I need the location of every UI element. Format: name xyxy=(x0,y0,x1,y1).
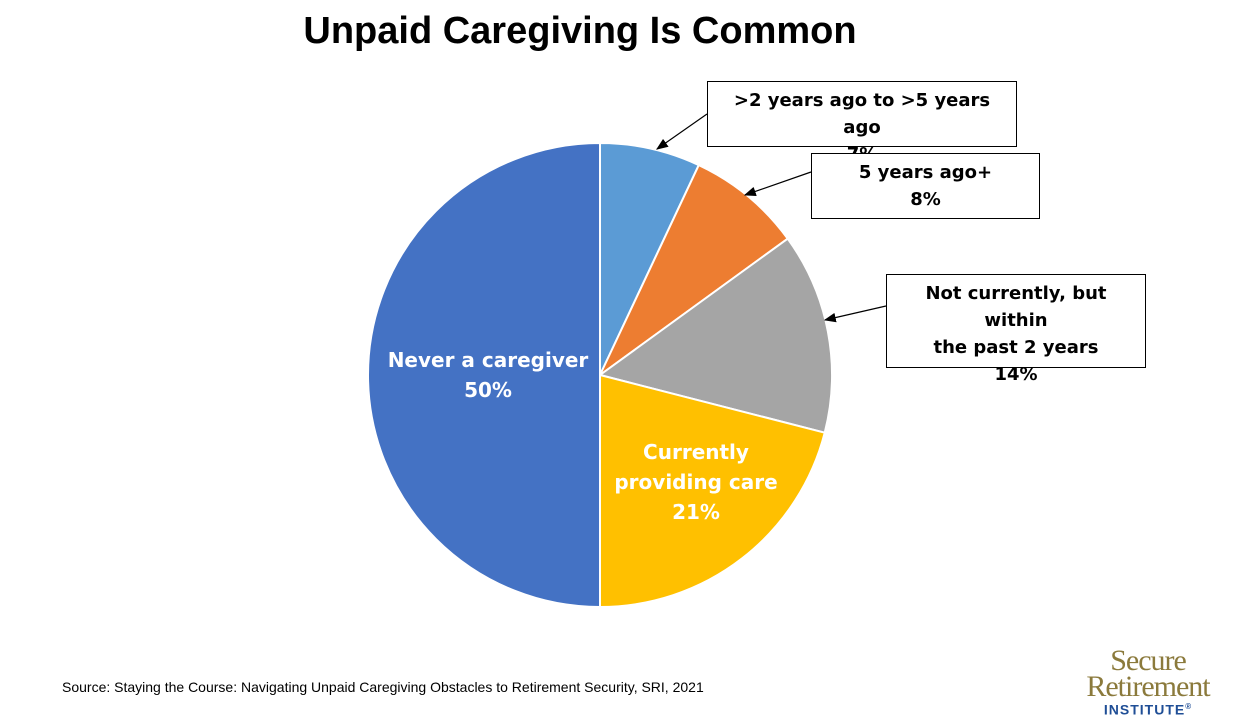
logo-line-secure: Secure xyxy=(1110,644,1187,677)
callout-label-2-text: 5 years ago+ xyxy=(858,162,993,183)
callout-label-3-line1: Not currently, but within xyxy=(925,283,1107,331)
callout-arrow-2 xyxy=(743,171,812,196)
pie-slice-4 xyxy=(599,373,826,609)
pie-slice-3 xyxy=(597,237,833,434)
logo-line-retirement: Retirement xyxy=(1086,670,1210,703)
callout-label-3-value: 14% xyxy=(994,364,1038,385)
pie-slice-1 xyxy=(599,141,701,376)
sri-logo: Secure Retirement INSTITUTE® xyxy=(1068,644,1228,717)
callout-arrow-1 xyxy=(656,113,708,150)
callout-arrows xyxy=(656,113,887,323)
inside-label-currently-line1: Currently xyxy=(643,440,749,464)
inside-label-currently-value: 21% xyxy=(672,500,720,524)
inside-label-never-value: 50% xyxy=(464,378,512,402)
logo-institute-text: INSTITUTE xyxy=(1103,701,1186,718)
inside-label-currently: Currently providing care 21% xyxy=(614,440,777,524)
inside-label-currently-line2: providing care xyxy=(614,470,777,494)
callout-label-2: 5 years ago+ 8% xyxy=(811,153,1040,219)
chart-title: Unpaid Caregiving Is Common xyxy=(303,10,857,52)
source-note: Source: Staying the Course: Navigating U… xyxy=(62,679,704,695)
pie-slices xyxy=(367,141,833,609)
logo-registered-mark: ® xyxy=(1185,702,1193,711)
inside-label-never-line1: Never a caregiver xyxy=(388,348,589,372)
callout-label-1-text: >2 years ago to >5 years ago xyxy=(733,90,991,138)
callout-arrow-3 xyxy=(823,305,887,323)
callout-label-3-line2: the past 2 years xyxy=(933,337,1099,358)
callout-label-2-value: 8% xyxy=(910,189,941,210)
callout-label-3: Not currently, but within the past 2 yea… xyxy=(886,274,1146,385)
pie-slice-2 xyxy=(599,163,790,376)
callout-label-1: >2 years ago to >5 years ago 7% xyxy=(707,81,1017,165)
logo-line-institute: INSTITUTE® xyxy=(1068,700,1228,717)
pie-slice-5 xyxy=(367,141,601,609)
inside-label-never: Never a caregiver 50% xyxy=(388,348,589,402)
